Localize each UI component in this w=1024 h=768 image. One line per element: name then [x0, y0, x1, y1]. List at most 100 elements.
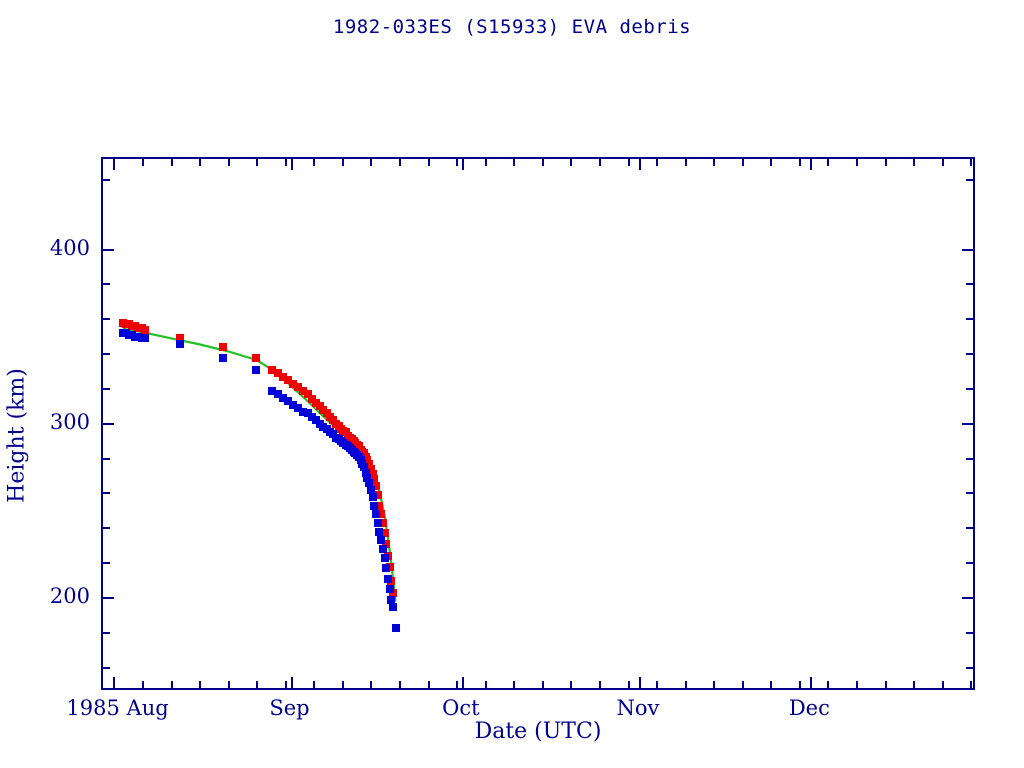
perigee-data-point [289, 400, 298, 409]
y-axis-tick [103, 248, 114, 251]
apogee-data-point [273, 369, 282, 378]
x-axis-tick [713, 159, 716, 166]
x-axis-tick [370, 159, 373, 166]
x-axis-tick [513, 681, 516, 688]
y-axis-tick [966, 492, 973, 495]
y-axis-tick [103, 562, 110, 565]
perigee-data-point [284, 397, 293, 406]
x-axis-tick [456, 159, 459, 166]
y-axis-tick [103, 178, 110, 181]
x-axis-tick [141, 681, 144, 688]
perigee-data-point [141, 334, 150, 343]
perigee-data-point [375, 527, 384, 536]
perigee-data-point [363, 473, 372, 482]
x-axis-tick [598, 681, 601, 688]
x-axis-tick [227, 159, 230, 166]
y-axis-title: Height (km) [4, 368, 30, 503]
perigee-data-point [278, 393, 287, 402]
x-axis-tick [484, 159, 487, 166]
y-axis-tick-label: 400 [49, 235, 90, 260]
x-axis-tick [884, 159, 887, 166]
x-axis-tick [199, 681, 202, 688]
perigee-data-point [372, 510, 381, 519]
x-axis-tick [913, 681, 916, 688]
apogee-data-point [141, 325, 150, 334]
perigee-data-point [384, 574, 393, 583]
y-axis-tick [103, 457, 110, 460]
x-axis-tick-label: Sep [269, 696, 310, 720]
perigee-data-point [361, 468, 370, 477]
x-axis-tick [638, 677, 641, 688]
y-axis-tick [966, 562, 973, 565]
perigee-data-point [267, 386, 276, 395]
y-axis-tick [966, 387, 973, 390]
x-axis-tick [970, 681, 973, 688]
y-axis-tick [103, 492, 110, 495]
y-axis-tick [966, 353, 973, 356]
x-axis-tick [827, 159, 830, 166]
x-axis-tick [684, 159, 687, 166]
y-axis-tick [962, 596, 973, 599]
y-axis-tick [103, 422, 114, 425]
perigee-data-point [389, 602, 398, 611]
x-axis-tick [638, 159, 641, 170]
y-axis-tick [966, 666, 973, 669]
x-axis-tick [810, 677, 813, 688]
perigee-data-point [218, 353, 227, 362]
y-axis-tick [966, 457, 973, 460]
x-axis-tick [313, 681, 316, 688]
perigee-data-point [252, 365, 261, 374]
x-axis-tick [370, 681, 373, 688]
apogee-data-point [380, 529, 389, 538]
x-axis-tick [427, 681, 430, 688]
perigee-data-point [370, 501, 379, 510]
x-axis-tick [256, 681, 259, 688]
apogee-data-point [378, 519, 387, 528]
plot-frame [101, 157, 975, 690]
x-axis-tick [970, 159, 973, 166]
apogee-data-point [366, 465, 375, 474]
x-axis-tick [227, 681, 230, 688]
y-axis-tick [103, 666, 110, 669]
x-axis-tick [798, 159, 801, 166]
apogee-data-point [377, 510, 386, 519]
x-axis-tick [313, 159, 316, 166]
x-axis-tick [341, 159, 344, 166]
x-axis-tick [284, 681, 287, 688]
x-axis-tick [513, 159, 516, 166]
x-axis-tick [484, 681, 487, 688]
x-axis-title: Date (UTC) [474, 719, 602, 744]
perigee-data-point [377, 536, 386, 545]
x-axis-tick [290, 677, 293, 688]
x-axis-tick [913, 159, 916, 166]
apogee-data-point [365, 459, 374, 468]
x-axis-tick-label: Nov [616, 696, 660, 720]
x-axis-tick [570, 681, 573, 688]
x-axis-tick [856, 159, 859, 166]
perigee-data-point [387, 595, 396, 604]
x-axis-tick-label: Oct [442, 696, 480, 720]
y-axis-tick [966, 631, 973, 634]
perigee-data-point [176, 339, 185, 348]
perigee-data-point [385, 585, 394, 594]
apogee-data-point [278, 372, 287, 381]
x-axis-tick [884, 681, 887, 688]
perigee-data-point [368, 492, 377, 501]
apogee-data-point [267, 365, 276, 374]
x-axis-tick [290, 159, 293, 170]
perigee-data-point [365, 478, 374, 487]
x-axis-tick [570, 159, 573, 166]
y-axis-tick [966, 527, 973, 530]
x-axis-tick [941, 159, 944, 166]
y-axis-tick [103, 283, 110, 286]
x-axis-tick [341, 681, 344, 688]
perigee-data-point [360, 463, 369, 472]
y-axis-tick [103, 387, 110, 390]
y-axis-tick [966, 283, 973, 286]
apogee-data-point [298, 386, 307, 395]
perigee-data-point [298, 407, 307, 416]
x-axis-tick [798, 681, 801, 688]
plot-area [103, 159, 973, 688]
x-axis-tick [461, 677, 464, 688]
perigee-data-point [273, 390, 282, 399]
